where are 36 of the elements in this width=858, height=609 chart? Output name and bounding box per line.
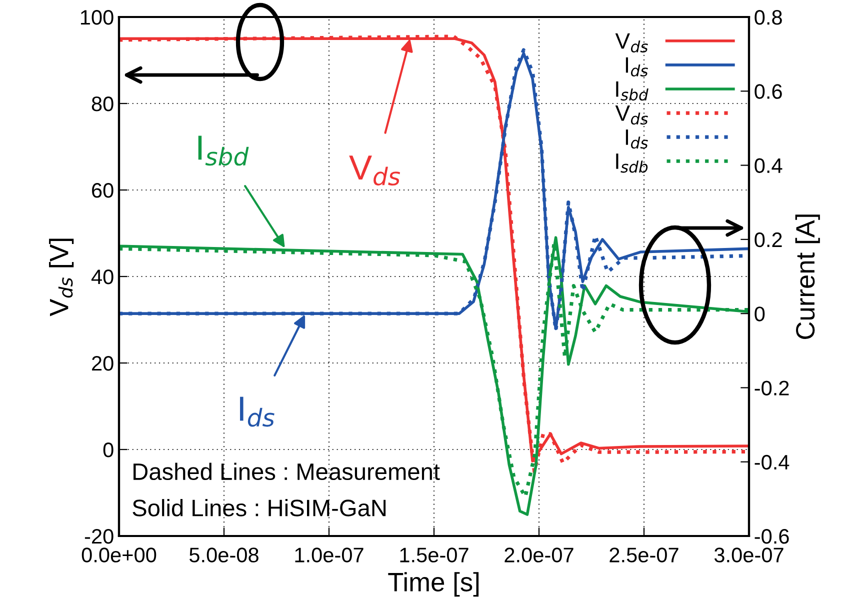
annotation: I$_{ds}$ bbox=[240, 396, 274, 427]
y-tick-label: 40 bbox=[91, 270, 114, 284]
legend-label: V$_{ds}$ bbox=[615, 33, 648, 52]
y2-tick-label: -0.4 bbox=[754, 454, 790, 470]
x-tick-label: 1.0e-07 bbox=[295, 548, 364, 562]
x-tick-label: 1.5e-07 bbox=[400, 548, 468, 562]
y-axis-title: V$_{ds}$ [V] bbox=[49, 238, 74, 316]
y-tick-label: 80 bbox=[92, 96, 114, 112]
y-tick-label: 0 bbox=[103, 442, 114, 458]
y-tick-label: 100 bbox=[80, 10, 114, 25]
legend-label: V$_{ds}$ bbox=[615, 105, 648, 125]
legend-label: I$_{sbd}$ bbox=[616, 81, 648, 101]
annotation: I$_{sbd}$ bbox=[198, 136, 249, 166]
y2-tick-label: -0.6 bbox=[754, 529, 789, 544]
x-tick-label: 2.5e-07 bbox=[610, 548, 678, 562]
y2-tick-label: 0.6 bbox=[754, 84, 782, 99]
x-tick-label: 0.0e+00 bbox=[82, 548, 156, 562]
y-tick-label: 60 bbox=[92, 183, 114, 198]
x-axis-title: Time [s] bbox=[388, 572, 479, 597]
y2-axis-title: Current [A] bbox=[795, 214, 820, 339]
y2-tick-label: 0.4 bbox=[754, 158, 782, 174]
legend-label: I$_{sdb}$ bbox=[616, 154, 648, 173]
annotation: Dashed Lines : Measurement bbox=[134, 462, 440, 480]
x-tick-label: 2.0e-07 bbox=[504, 548, 574, 562]
y2-tick-label: -0.2 bbox=[754, 380, 789, 396]
y2-tick-label: 0.2 bbox=[754, 232, 782, 248]
legend-label: I$_{ds}$ bbox=[626, 57, 648, 77]
y2-tick-label: 0 bbox=[754, 306, 765, 322]
y-tick-label: 20 bbox=[92, 356, 114, 371]
annotation: Solid Lines : HiSIM-GaN bbox=[132, 499, 386, 516]
y2-tick-label: 0.8 bbox=[754, 10, 782, 25]
x-tick-label: 5.0e-08 bbox=[190, 548, 258, 562]
y-tick-label: -20 bbox=[84, 529, 114, 544]
legend-label: I$_{ds}$ bbox=[626, 130, 648, 149]
x-tick-label: 3.0e-07 bbox=[714, 548, 784, 562]
annotation: V$_{ds}$ bbox=[349, 156, 400, 186]
